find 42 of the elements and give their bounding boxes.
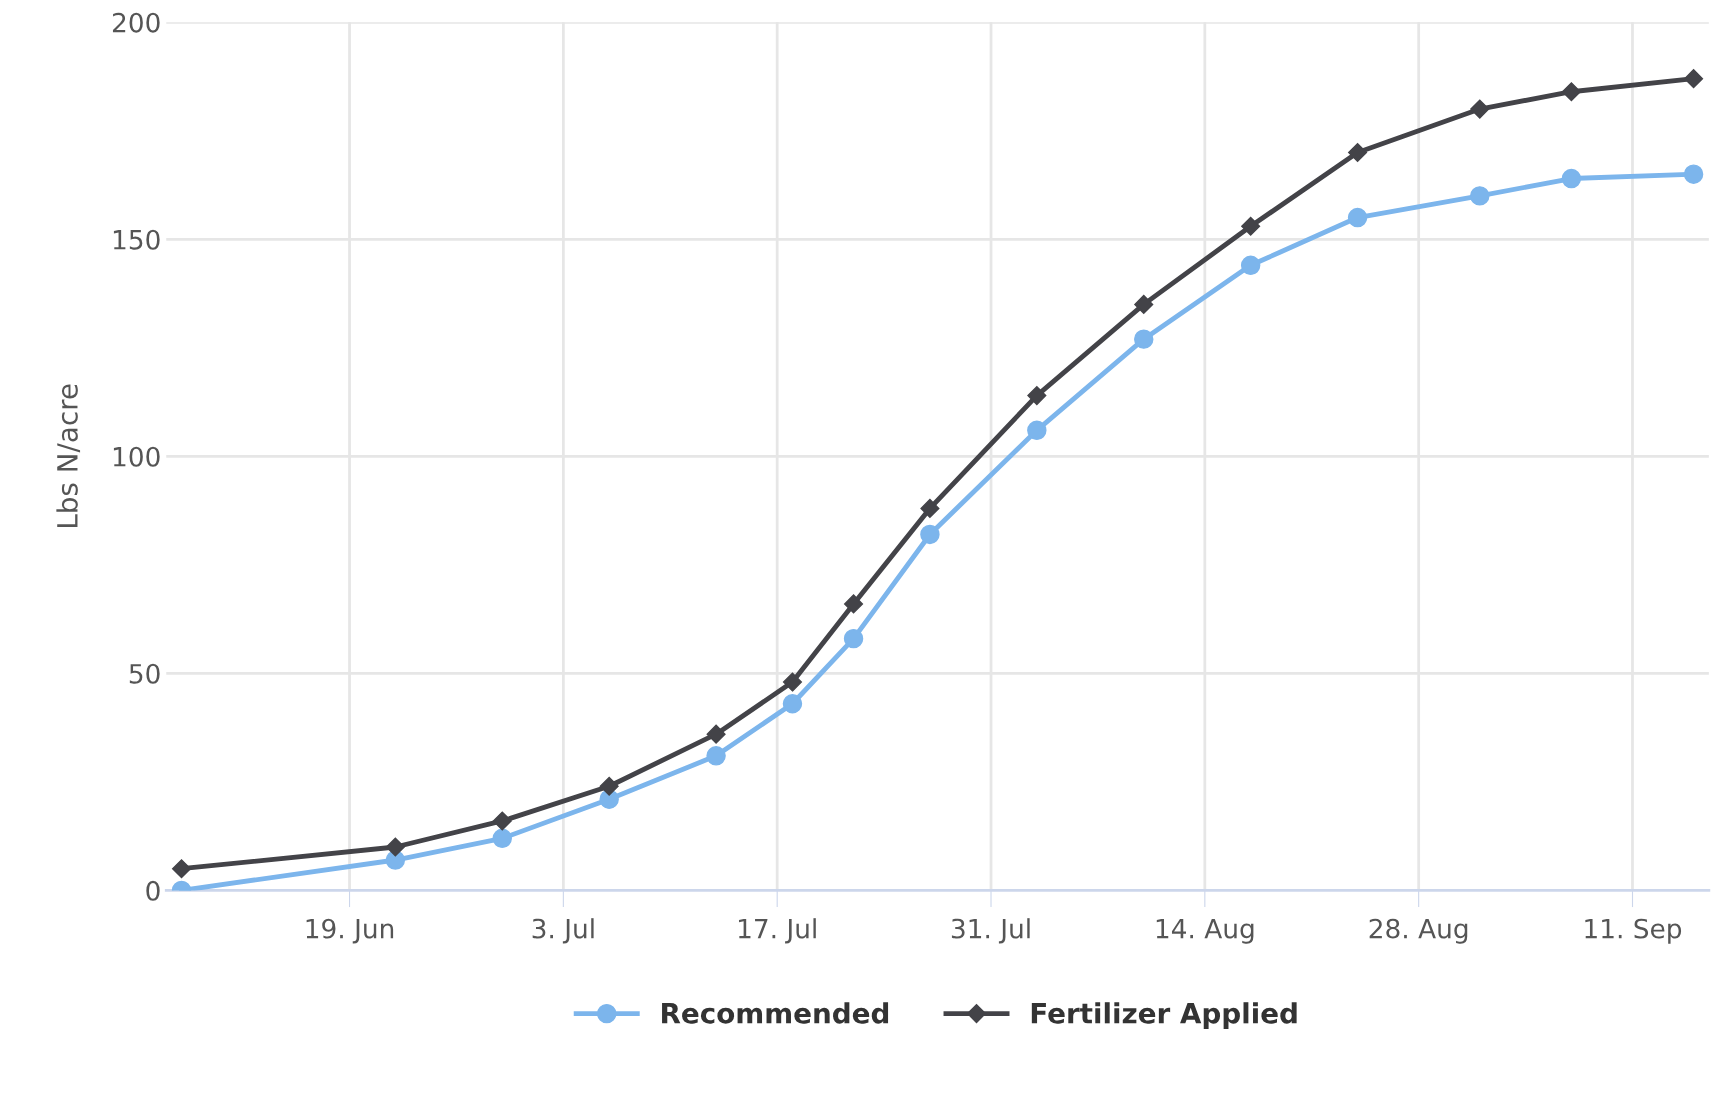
point <box>1561 168 1582 189</box>
x-tick-label: 11. Sep <box>1585 918 1682 944</box>
point <box>920 524 940 545</box>
y-tick-label: 200 <box>112 12 160 33</box>
point <box>706 724 726 744</box>
point <box>492 811 512 831</box>
point <box>1241 216 1261 236</box>
point <box>1240 255 1261 276</box>
x-tick-label: 3. Jul <box>532 918 594 944</box>
x-tick-label: 19. Jun <box>306 918 394 944</box>
point <box>1347 207 1368 228</box>
point <box>1470 186 1490 206</box>
point <box>782 694 803 714</box>
x-tick-label: 14. Aug <box>1156 918 1254 944</box>
x-tick-label: 28. Aug <box>1369 918 1468 944</box>
y-tick-label: 100 <box>113 446 160 467</box>
legend-label: Recommended <box>662 1002 889 1024</box>
y-axis-title: Lbs N/acre <box>56 384 81 527</box>
point <box>1684 69 1704 89</box>
y-tick-label: 0 <box>146 880 160 901</box>
legend-label: Fertilizer Applied <box>1031 1002 1297 1030</box>
y-tick-label: 50 <box>129 663 160 684</box>
point <box>1348 142 1368 163</box>
point <box>1134 294 1154 314</box>
point <box>599 776 619 796</box>
x-tick-label: 17. Jul <box>738 918 816 944</box>
point <box>782 672 802 692</box>
point <box>843 628 864 649</box>
point <box>385 837 405 857</box>
point <box>844 594 864 614</box>
point <box>706 746 726 766</box>
point <box>492 828 512 849</box>
point <box>1134 329 1154 349</box>
point <box>920 498 940 518</box>
point <box>1561 82 1581 102</box>
point <box>171 859 192 879</box>
point <box>1683 164 1704 184</box>
point <box>1470 99 1490 119</box>
point <box>1027 420 1047 441</box>
y-tick-label: 150 <box>113 229 160 250</box>
x-tick-label: 31. Jul <box>951 918 1030 944</box>
point <box>1027 386 1047 406</box>
